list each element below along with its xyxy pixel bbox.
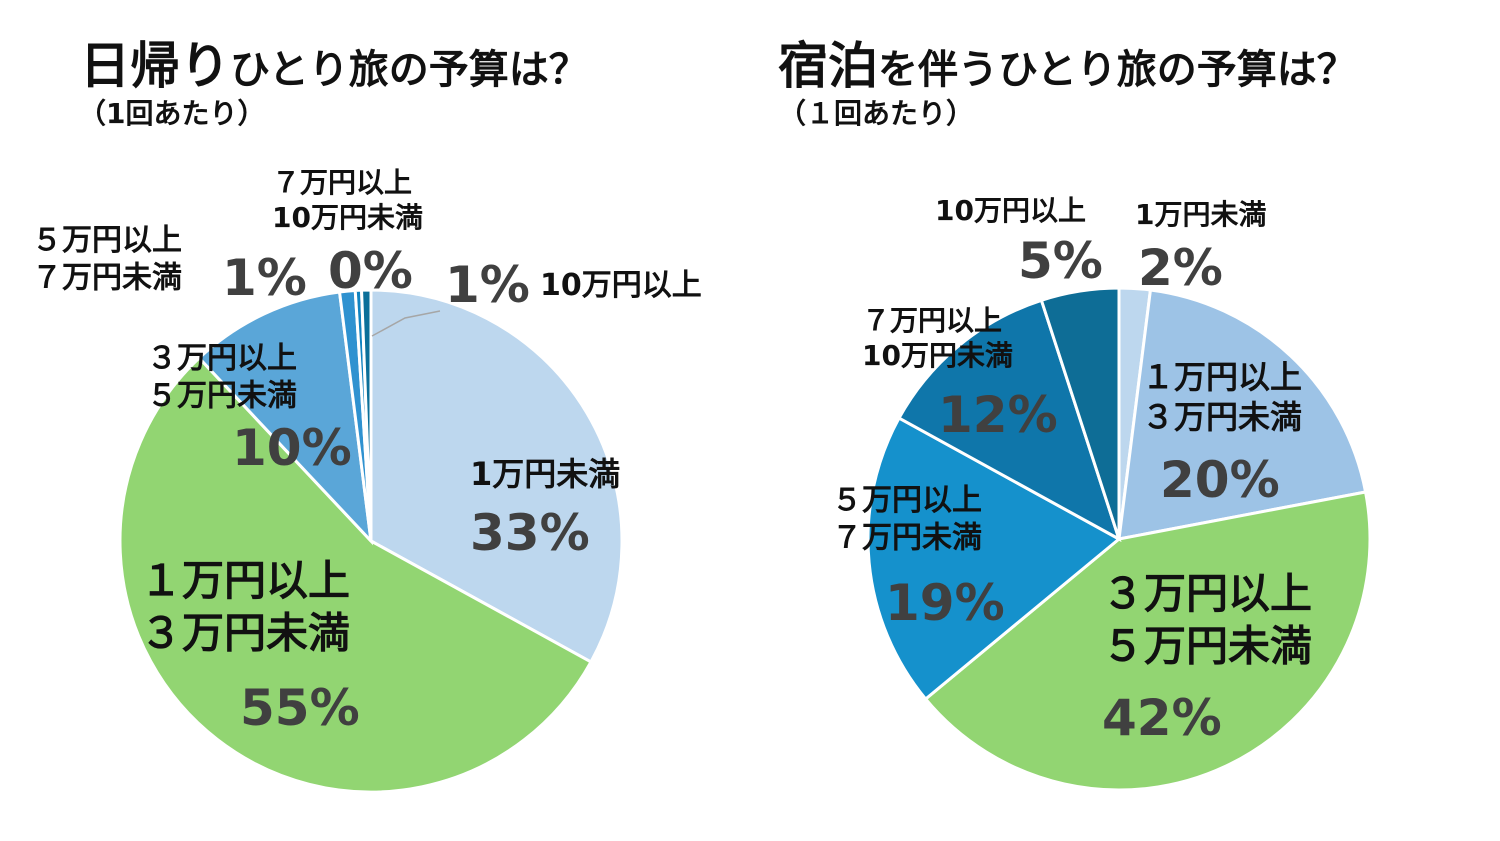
leader-line	[371, 310, 441, 337]
pie-slice	[1117, 288, 1368, 541]
slice-category-label: 1万円未満	[470, 455, 620, 493]
slice-category-label-line: 10万円以上	[540, 268, 702, 303]
slice-category-label-line: ３万円以上	[1102, 569, 1312, 618]
slice-percent-label: 55%	[240, 679, 360, 737]
slice-percent-label: 33%	[470, 504, 590, 562]
pie-slice	[866, 416, 1122, 702]
slice-percent-label: 1%	[222, 249, 307, 307]
slice-category-label: 10万円以上	[935, 194, 1086, 227]
chart-2-title-emphasis: 宿泊	[778, 37, 878, 95]
slice-percent-label: 5%	[1018, 232, 1103, 290]
slice-category-label-line: ７万円以上	[272, 166, 412, 199]
pie-slice	[118, 355, 593, 794]
slice-category-label-line: 10万円未満	[272, 201, 423, 234]
pie-slice	[359, 288, 373, 542]
slice-category-label: ３万円以上５万円未満	[1102, 569, 1312, 671]
slice-category-label: ７万円以上 10万円未満	[862, 304, 1013, 372]
pie-chart-overnight: 1万円未満2%１万円以上３万円未満20%３万円以上５万円未満42%５万円以上７万…	[832, 194, 1372, 792]
slice-percent-label: 19%	[885, 574, 1005, 632]
slice-category-label: ７万円以上 10万円未満	[272, 166, 423, 234]
slice-category-label-line: １万円以上	[1142, 358, 1302, 396]
slice-category-label-line: ５万円以上	[832, 483, 982, 518]
slice-category-label: ３万円以上５万円未満	[147, 341, 297, 414]
slice-percent-label: 12%	[938, 386, 1058, 444]
slice-percent-label: 42%	[1102, 689, 1222, 747]
slice-category-label-line: １万円以上	[140, 556, 350, 605]
slice-category-label: １万円以上３万円未満	[1142, 358, 1302, 436]
slice-category-label-line: ５万円未満	[1102, 622, 1312, 671]
slice-category-label: 10万円以上	[540, 268, 702, 303]
slice-category-label-line: 10万円以上	[935, 194, 1086, 227]
slice-category-label-line: 1万円未満	[470, 455, 620, 493]
pie-chart-day-trip: 1万円未満33%１万円以上３万円未満55%３万円以上５万円未満10%５万円以上７…	[32, 166, 702, 794]
chart-1-title: 日帰りひとり旅の予算は？	[80, 26, 589, 98]
chart-1-subtitle: （1回あたり）	[78, 97, 266, 130]
slice-category-label: 1万円未満	[1135, 198, 1266, 231]
slice-category-label-line: 1万円未満	[1135, 198, 1266, 231]
slice-percent-label: 2%	[1138, 239, 1223, 297]
pie-slice	[369, 288, 624, 664]
chart-2-title: 宿泊を伴うひとり旅の予算は？	[778, 26, 1357, 98]
slice-category-label-line: ３万円未満	[140, 609, 350, 658]
slice-percent-label: 20%	[1160, 451, 1280, 509]
slice-category-label: ５万円以上７万円未満	[832, 483, 982, 556]
pie-slice	[897, 298, 1122, 543]
chart-2-subtitle: （１回あたり）	[778, 97, 975, 130]
slice-category-label-line: ３万円未満	[1142, 398, 1302, 436]
slice-category-label: ５万円以上７万円未満	[32, 223, 182, 296]
slice-category-label: １万円以上３万円未満	[140, 556, 350, 658]
slice-percent-label: 10%	[232, 419, 352, 477]
chart-1-title-emphasis: 日帰り	[80, 37, 230, 95]
slice-category-label-line: ７万円未満	[32, 261, 182, 296]
slice-category-label-line: ５万円未満	[147, 379, 297, 414]
slice-category-label-line: 10万円未満	[862, 339, 1013, 372]
chart-2-title-rest: を伴うひとり旅の予算は？	[878, 47, 1357, 93]
pie-slice	[1039, 286, 1121, 540]
pie-slice	[197, 290, 374, 546]
slice-category-label-line: ７万円以上	[862, 304, 1002, 337]
slice-percent-label: 0%	[328, 242, 413, 300]
chart-1-title-rest: ひとり旅の予算は？	[230, 47, 589, 93]
slice-percent-label: 1%	[445, 256, 530, 314]
slice-category-label-line: ３万円以上	[147, 341, 297, 376]
pie-slice	[923, 490, 1372, 792]
slice-category-label-line: ７万円未満	[832, 521, 982, 556]
slice-category-label-line: ５万円以上	[32, 223, 182, 258]
